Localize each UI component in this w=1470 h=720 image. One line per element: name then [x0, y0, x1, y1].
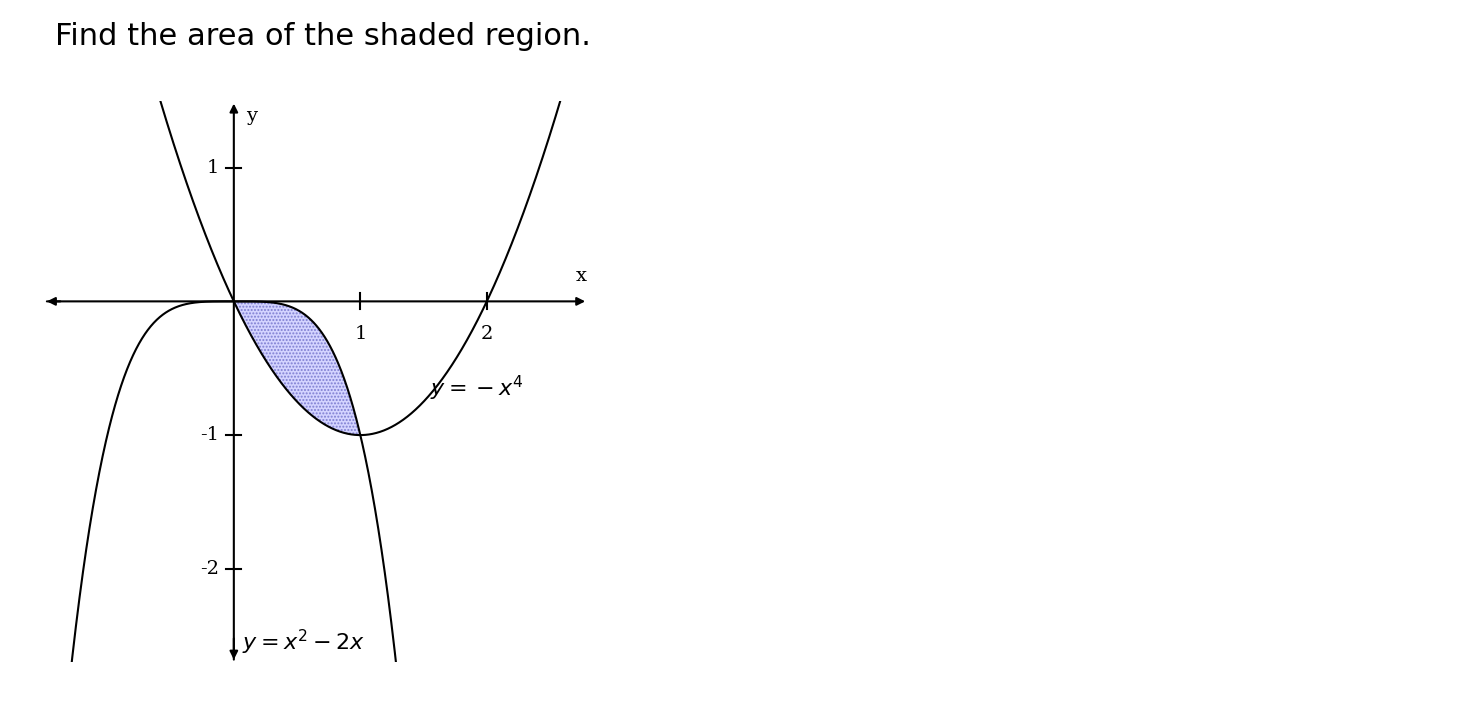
Text: Find the area of the shaded region.: Find the area of the shaded region.	[56, 22, 591, 50]
Text: $y = -x^4$: $y = -x^4$	[429, 374, 523, 403]
Text: 2: 2	[481, 325, 492, 343]
Text: -2: -2	[200, 560, 219, 577]
Text: -1: -1	[200, 426, 219, 444]
Text: y: y	[247, 107, 257, 125]
Text: 1: 1	[354, 325, 366, 343]
Text: 1: 1	[206, 158, 219, 176]
Text: $y = x^2 - 2x$: $y = x^2 - 2x$	[243, 628, 365, 657]
Text: x: x	[576, 267, 587, 285]
